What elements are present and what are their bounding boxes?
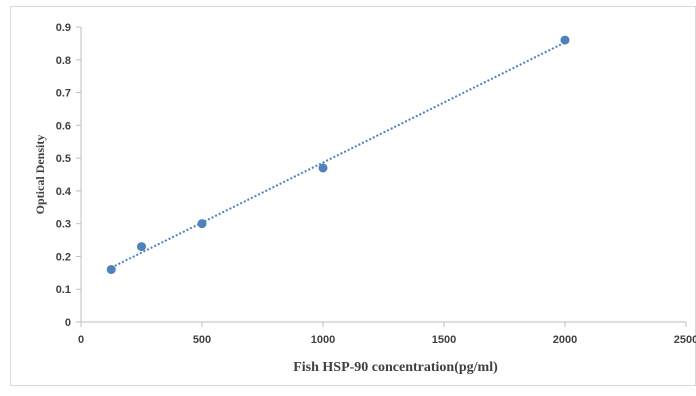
data-points bbox=[106, 35, 570, 275]
x-tick-label: 500 bbox=[193, 334, 211, 346]
y-axis-ticks: 0 0.1 0.2 0.3 0.4 0.5 0.6 0.7 0.8 0.9 bbox=[56, 22, 81, 329]
y-tick-label: 0.4 bbox=[56, 186, 72, 198]
x-tick-label: 1000 bbox=[311, 334, 335, 346]
y-tick-label: 0 bbox=[65, 317, 71, 329]
x-tick-label: 1500 bbox=[432, 334, 456, 346]
y-tick-label: 0.6 bbox=[56, 120, 71, 132]
y-tick-label: 0.2 bbox=[56, 251, 71, 263]
y-tick-label: 0.3 bbox=[56, 219, 71, 231]
x-tick-label: 0 bbox=[78, 334, 84, 346]
y-tick-label: 0.5 bbox=[56, 153, 71, 165]
x-axis-ticks: 0 500 1000 1500 2000 2500 bbox=[78, 322, 696, 346]
y-tick-label: 0.9 bbox=[56, 22, 71, 34]
trendline bbox=[110, 41, 566, 269]
data-point bbox=[106, 265, 116, 275]
data-point bbox=[560, 35, 570, 45]
y-axis-title: Optical Density bbox=[33, 135, 47, 215]
data-point bbox=[197, 219, 207, 229]
x-axis-title: Fish HSP-90 concentration(pg/ml) bbox=[293, 360, 498, 375]
chart-frame bbox=[10, 6, 696, 386]
y-tick-label: 0.1 bbox=[56, 284, 71, 296]
x-tick-label: 2500 bbox=[674, 334, 696, 346]
x-tick-label: 2000 bbox=[553, 334, 577, 346]
y-tick-label: 0.7 bbox=[56, 88, 71, 100]
data-point bbox=[137, 242, 146, 252]
y-tick-label: 0.8 bbox=[56, 55, 71, 67]
axes bbox=[80, 27, 686, 323]
trendline-group bbox=[110, 41, 566, 269]
data-point bbox=[318, 163, 328, 173]
